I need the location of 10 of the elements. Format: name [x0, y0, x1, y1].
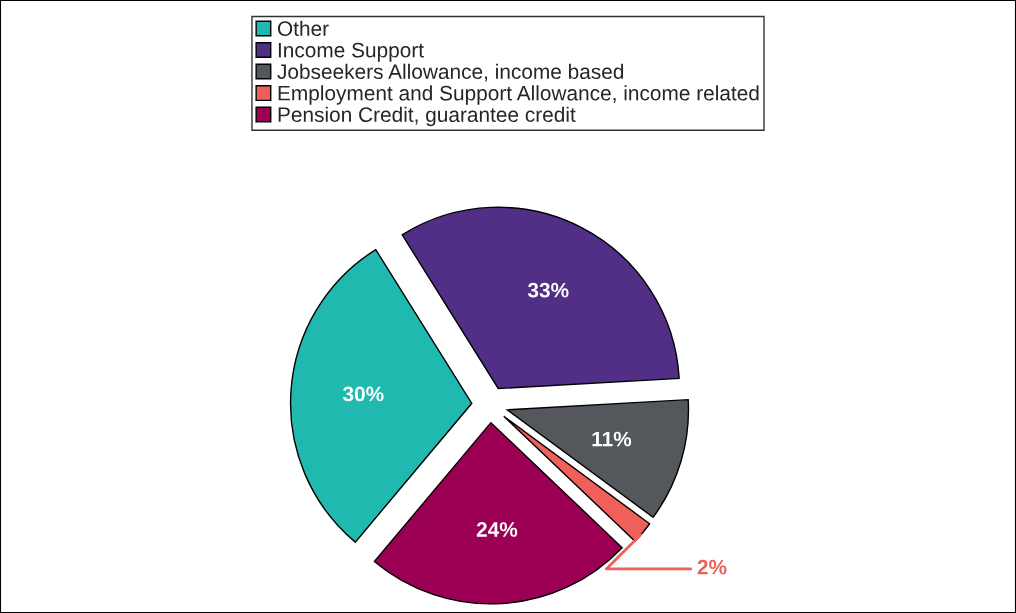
legend-label: Pension Credit, guarantee credit [278, 106, 576, 127]
legend-label: Employment and Support Allowance, income related [278, 85, 759, 105]
data-label: 2% [697, 559, 727, 575]
legend-label: Other [277, 20, 329, 37]
data-label: 11% [592, 431, 632, 447]
legend-label: Income Support [278, 42, 424, 62]
data-label: 24% [476, 522, 518, 537]
data-label: 30% [342, 386, 384, 402]
data-label: 33% [527, 282, 569, 298]
legend-label: Jobseekers Allowance, income based [277, 63, 624, 82]
